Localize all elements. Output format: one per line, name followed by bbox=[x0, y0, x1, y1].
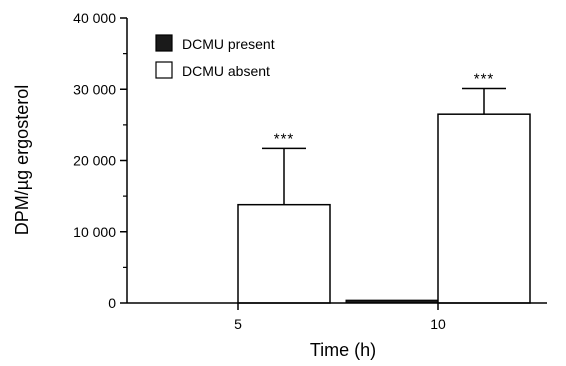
y-tick-label-0: 0 bbox=[108, 295, 116, 311]
bar-dcmu-absent-10 bbox=[437, 113, 531, 304]
significance-label-10: *** bbox=[474, 71, 495, 88]
axes-layer: 0 10 000 20 000 30 000 40 000 5 10 bbox=[73, 10, 547, 332]
x-tick-label-10: 10 bbox=[430, 316, 446, 332]
bar-dcmu-absent-5 bbox=[237, 203, 331, 304]
x-axis-title: Time (h) bbox=[310, 340, 376, 360]
legend-swatch-dcmu-present bbox=[155, 34, 173, 52]
y-tick-label-30000: 30 000 bbox=[73, 81, 116, 97]
error-bars-layer: *** *** bbox=[262, 71, 506, 205]
legend-label-dcmu-present: DCMU present bbox=[182, 36, 275, 52]
significance-label-5: *** bbox=[274, 130, 295, 147]
y-tick-label-20000: 20 000 bbox=[73, 153, 116, 169]
y-tick-label-10000: 10 000 bbox=[73, 224, 116, 240]
bars-layer bbox=[237, 113, 531, 304]
y-tick-label-40000: 40 000 bbox=[73, 10, 116, 26]
legend-label-dcmu-absent: DCMU absent bbox=[182, 63, 270, 79]
x-tick-label-5: 5 bbox=[234, 316, 242, 332]
legend-swatch-dcmu-absent bbox=[155, 61, 173, 79]
y-axis-title: DPM/µg ergosterol bbox=[12, 85, 32, 235]
legend: DCMU present DCMU absent bbox=[155, 34, 275, 79]
